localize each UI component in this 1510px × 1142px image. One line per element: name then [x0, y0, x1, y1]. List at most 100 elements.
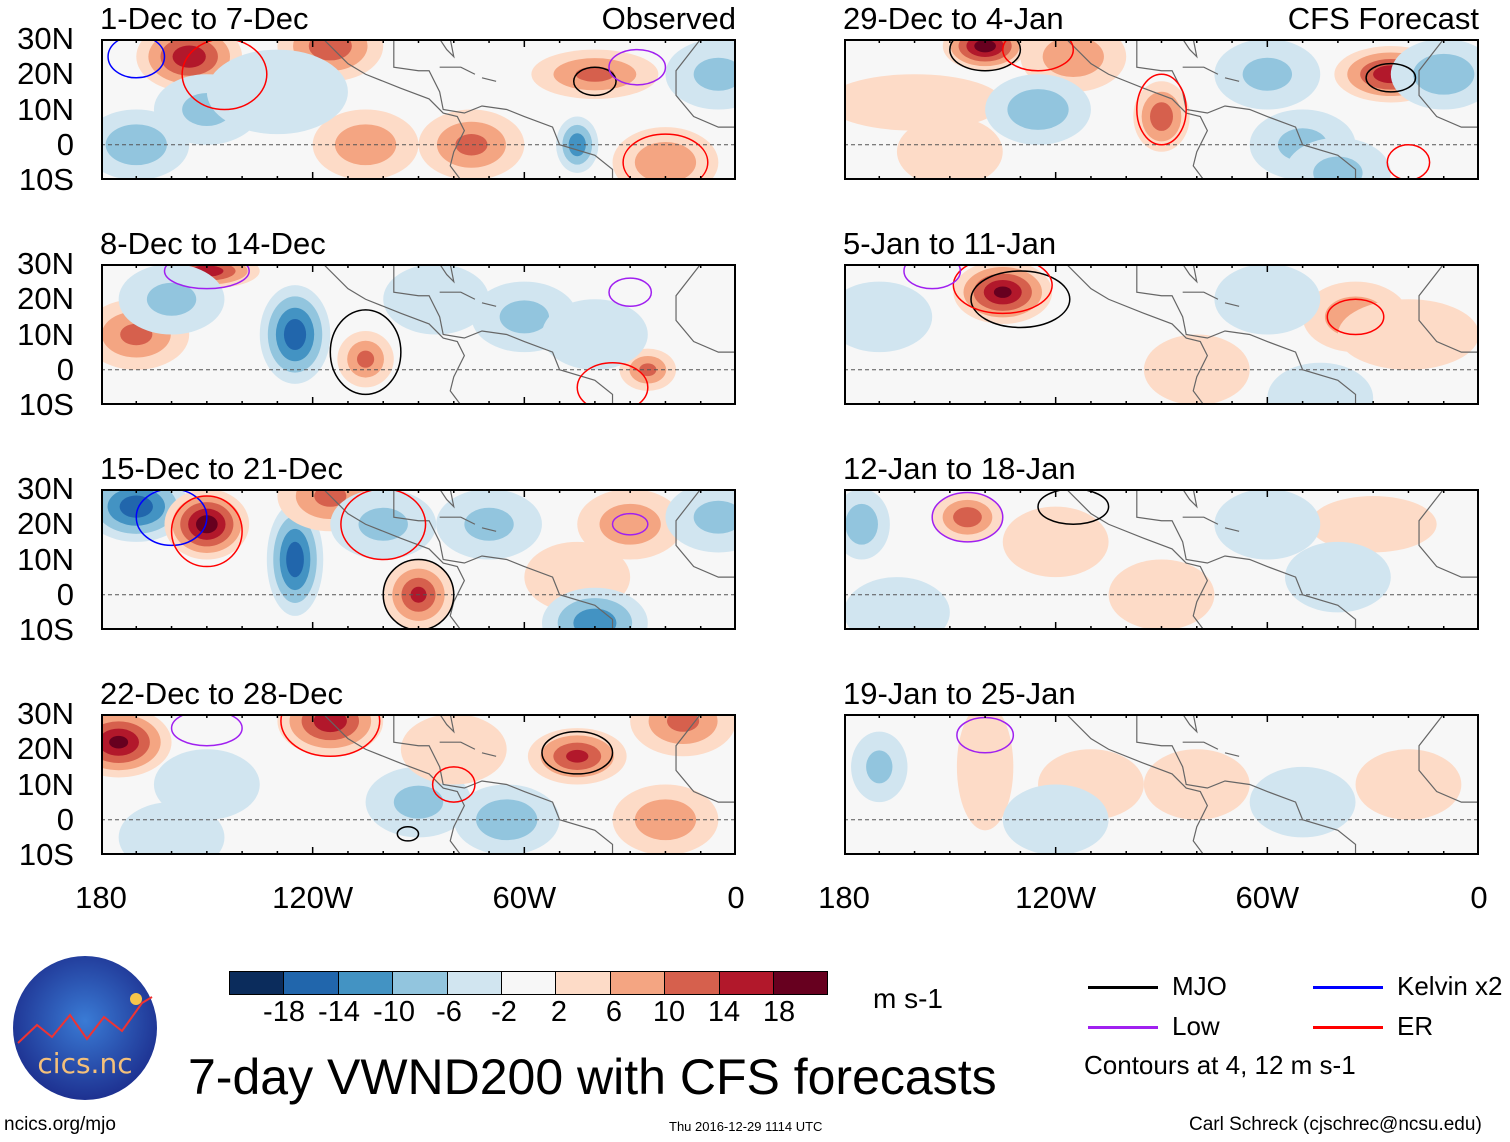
coastline — [1182, 714, 1198, 734]
wind-anomaly-shade — [866, 750, 893, 784]
coastline — [439, 489, 455, 509]
lat-label: 10S — [18, 387, 74, 422]
wind-anomaly-shade — [1007, 89, 1069, 130]
wind-anomaly-shade — [1150, 102, 1173, 131]
coastline — [439, 741, 476, 750]
footer-timestamp: Thu 2016-12-29 1114 UTC — [669, 1119, 823, 1134]
lon-label: 180 — [818, 880, 870, 915]
wind-anomaly-shade — [334, 124, 397, 166]
map-panel — [101, 489, 736, 630]
lat-label: 20N — [17, 506, 74, 542]
lat-label: 30N — [17, 246, 74, 281]
coastline — [393, 489, 614, 630]
colorbar-swatch — [719, 972, 774, 994]
coastline — [1136, 714, 1357, 855]
wind-anomaly-shade — [146, 282, 197, 316]
colorbar-swatch — [501, 972, 557, 994]
kelvin-contour — [135, 489, 208, 547]
wind-anomaly-shade — [308, 39, 352, 61]
wind-anomaly-shade — [109, 735, 129, 749]
wind-anomaly-shade — [896, 116, 1003, 180]
mjo-contour — [1365, 62, 1417, 93]
forecast-label: CFS Forecast — [1287, 1, 1479, 36]
coastline — [1182, 516, 1219, 525]
lat-label: 0 — [56, 576, 74, 612]
lat-label: 10S — [18, 162, 74, 197]
coastline — [439, 714, 455, 734]
coastline — [1224, 302, 1240, 307]
wind-anomaly-shade — [575, 66, 615, 82]
er-contour — [576, 361, 649, 405]
coastline — [1418, 39, 1479, 128]
wind-anomaly-shade — [1309, 496, 1437, 553]
lat-label: 10N — [17, 91, 74, 127]
panel-title: 15-Dec to 21-Dec — [100, 451, 343, 486]
wind-anomaly-shade — [666, 714, 700, 732]
wind-anomaly-shade — [119, 495, 153, 518]
colorbar-tick: -14 — [318, 996, 360, 1028]
coastline — [1182, 741, 1219, 750]
wind-anomaly-shade — [1284, 541, 1391, 613]
coastline — [481, 77, 497, 82]
map-panel — [844, 39, 1479, 180]
coastline — [1224, 77, 1240, 82]
map-panel — [844, 264, 1479, 405]
lat-label: 30N — [17, 696, 74, 731]
wind-anomaly-shade — [844, 577, 950, 630]
er-contour — [340, 489, 427, 561]
lon-label: 180 — [75, 880, 127, 915]
wind-anomaly-shade — [634, 141, 697, 180]
legend-label: Kelvin x2 — [1397, 971, 1503, 1001]
observed-label: Observed — [601, 1, 736, 36]
low-contour — [611, 512, 649, 536]
lat-label: 0 — [56, 126, 74, 162]
colorbar-tick: 2 — [550, 996, 568, 1028]
wind-anomaly-shade — [464, 507, 514, 541]
colorbar-tick: -2 — [491, 996, 517, 1028]
coastline — [1182, 489, 1198, 509]
coastline — [1136, 39, 1357, 180]
wind-anomaly-shade — [1002, 506, 1109, 578]
mjo-contour — [949, 39, 1022, 72]
wind-anomaly-shade — [314, 489, 347, 507]
wind-anomaly-shade — [1143, 749, 1250, 820]
colorbar-tick: -18 — [263, 996, 305, 1028]
lon-label: 60W — [1235, 880, 1300, 915]
coastline — [1182, 66, 1219, 75]
map-panel — [101, 714, 736, 855]
wind-anomaly-shade — [1214, 489, 1321, 560]
wind-anomaly-shade — [956, 714, 1014, 831]
colorbar-tick: -6 — [436, 996, 462, 1028]
wind-anomaly-shade — [844, 74, 1003, 131]
panel-title: 12-Jan to 18-Jan — [843, 451, 1076, 486]
coastline — [1224, 752, 1240, 757]
colorbar-swatch — [610, 972, 666, 994]
wind-anomaly-shade — [844, 281, 933, 353]
wind-anomaly-shade — [1337, 299, 1479, 370]
low-contour — [170, 714, 243, 747]
wind-anomaly-shade — [400, 714, 507, 785]
wind-anomaly-shade — [358, 507, 408, 541]
mjo-contour — [541, 730, 614, 775]
lon-label: 120W — [1015, 880, 1097, 915]
colorbar-tick: 18 — [762, 996, 796, 1028]
lat-label: 0 — [56, 801, 74, 837]
wind-anomaly-shade — [693, 500, 736, 534]
wind-anomaly-shade — [1214, 264, 1321, 335]
lat-label: 30N — [17, 471, 74, 506]
legend-line-kelvin — [1313, 986, 1383, 989]
wind-anomaly-shade — [693, 57, 736, 91]
wind-anomaly-shade — [313, 714, 347, 733]
colorbar-swatch — [284, 972, 339, 994]
coastline — [393, 264, 614, 405]
wind-anomaly-shade — [196, 515, 218, 534]
lat-label: 0 — [56, 351, 74, 387]
coastline — [1065, 264, 1209, 405]
footer-author: Carl Schreck (cjschrec@ncsu.edu) — [1189, 1114, 1482, 1135]
er-contour — [431, 766, 476, 803]
legend-label: ER — [1397, 1011, 1434, 1041]
wind-anomaly-shade — [634, 799, 697, 841]
wind-anomaly-shade — [172, 45, 206, 68]
legend-label: Low — [1172, 1011, 1220, 1041]
